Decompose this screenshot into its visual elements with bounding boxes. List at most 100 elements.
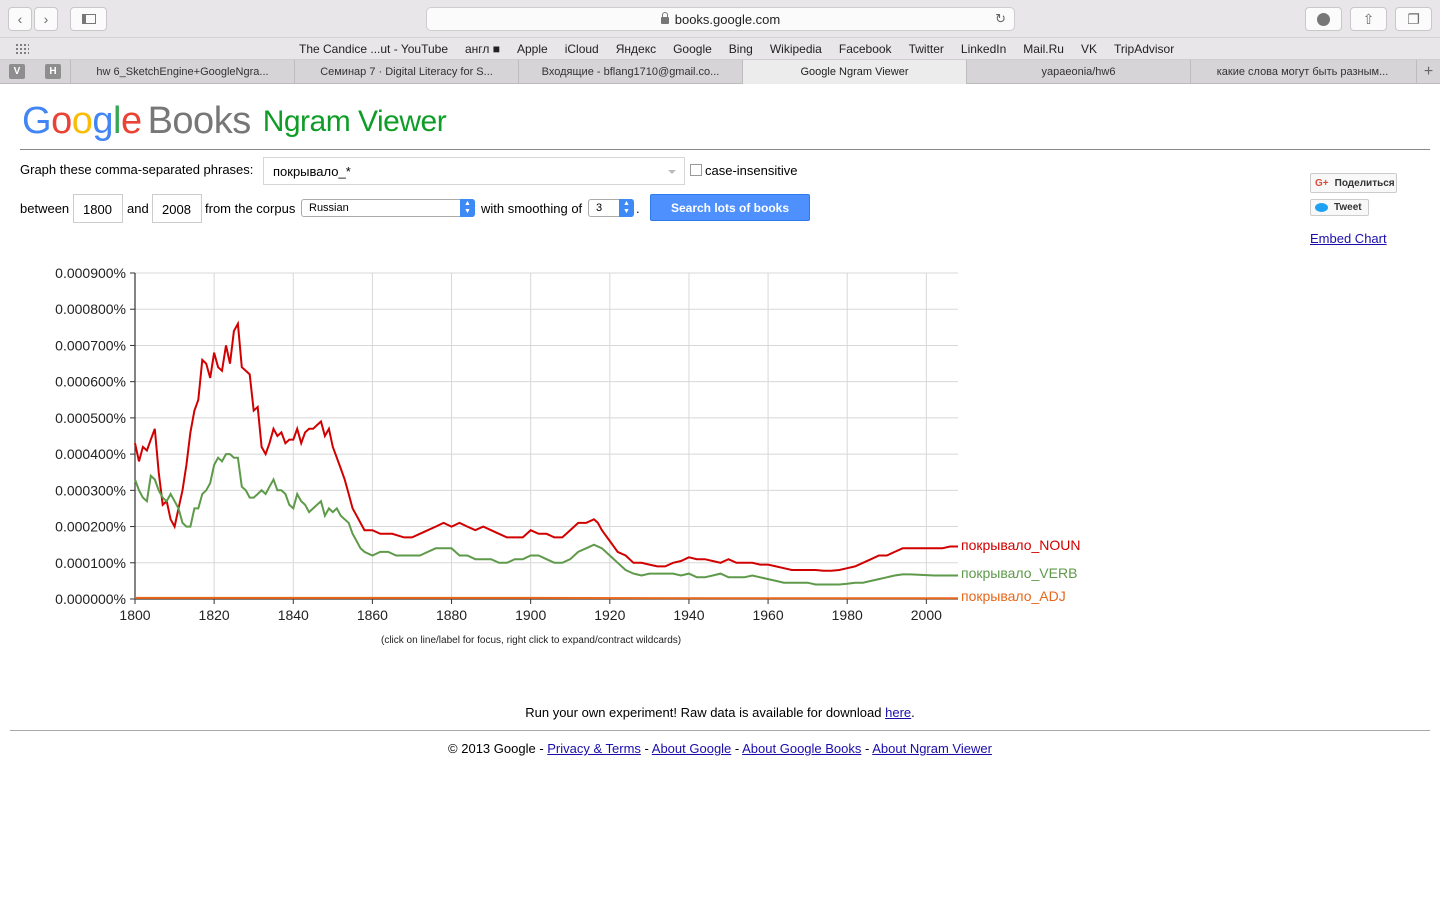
phrases-input[interactable]: покрывало_* [263,157,685,185]
logo-letter: e [120,100,142,142]
google-plus-icon: G+ [1315,177,1329,189]
corpus-label: from the corpus [205,201,296,216]
x-tick-label: 1800 [119,607,150,623]
x-tick-label: 1880 [436,607,467,623]
footer-separator: - [731,741,743,756]
x-tick-label: 1920 [594,607,625,623]
header-divider [20,149,1430,150]
smoothing-label: with smoothing of [481,201,583,216]
logo-letter: o [71,100,93,142]
bookmark-item[interactable]: The Candice ...ut - YouTube [299,42,448,56]
select-arrows-icon: ▲ ▼ [460,199,475,217]
x-tick-label: 2000 [911,607,942,623]
bookmark-item[interactable]: Apple [517,42,548,56]
x-tick-label: 1860 [357,607,388,623]
y-tick-label: 0.000300% [55,482,126,498]
google-plus-share-button[interactable]: G+ Поделиться [1310,173,1397,193]
share-page-button[interactable]: ⇧ [1350,7,1387,31]
bookmark-item[interactable]: Twitter [908,42,944,56]
ngram-chart[interactable]: 0.000000% 0.000100% 0.000200% 0.000300% 0.00… [0,255,1100,633]
bookmark-item[interactable]: Facebook [838,42,892,56]
case-insensitive-checkbox[interactable] [690,164,702,176]
bookmark-item[interactable]: LinkedIn [960,42,1007,56]
period: . [636,201,640,216]
grid-icon[interactable] [15,43,29,54]
phrases-input-value: покрывало_* [273,164,351,179]
series-label[interactable]: покрывало_ADJ [961,588,1066,604]
between-label: between [20,201,70,216]
browser-tab[interactable]: hw 6_SketchEngine+GoogleNgra... [70,60,294,84]
show-tabs-button[interactable]: ❐ [1395,7,1432,31]
y-tick-label: 0.000600% [55,374,126,390]
search-button[interactable]: Search lots of books [650,194,810,221]
browser-tab[interactable]: Google Ngram Viewer [742,60,966,84]
embed-chart-link[interactable]: Embed Chart [1310,231,1387,246]
back-button[interactable]: ‹ [8,7,32,31]
about-google-link[interactable]: About Google [651,741,732,756]
footer: © 2013 Google - Privacy & Terms - About … [0,741,1440,756]
bookmark-item[interactable]: iCloud [564,42,599,56]
case-insensitive-label[interactable]: case-insensitive [705,163,798,178]
bookmark-item[interactable]: Wikipedia [769,42,822,56]
bookmark-item[interactable]: TripAdvisor [1113,42,1175,56]
series-label[interactable]: покрывало_VERB [961,565,1077,581]
series-line-покрывало_NOUN[interactable] [134,320,958,572]
browser-tab[interactable]: какие слова могут быть разным... [1190,60,1414,84]
corpus-select[interactable]: Russian ▲ ▼ [301,199,475,217]
y-tick-label: 0.000900% [55,265,126,281]
bookmark-item[interactable]: Bing [728,42,753,56]
y-tick-label: 0.000100% [55,555,126,571]
address-bar[interactable]: books.google.com ↻ [426,7,1015,31]
bookmark-item[interactable]: Google [673,42,712,56]
series-line-покрывало_VERB[interactable] [134,453,958,586]
y-tick-label: 0.000500% [55,410,126,426]
share-icon: ⇧ [1362,10,1375,27]
x-tick-label: 1840 [278,607,309,623]
footer-divider [10,730,1430,731]
logo-letter: o [51,100,72,142]
logo-books: Books [147,100,252,142]
about-google-books-link[interactable]: About Google Books [742,741,862,756]
bookmark-item[interactable]: Яндекс [615,42,657,56]
reload-icon[interactable]: ↻ [995,11,1006,26]
lock-icon [660,11,669,24]
end-year-input[interactable]: 2008 [152,194,202,223]
footer-separator: - [535,741,548,756]
browser-tab[interactable]: Входящие - bflang1710@gmail.co... [518,60,742,84]
logo-letter: g [92,100,113,142]
corpus-value: Russian [309,202,349,214]
start-year-input[interactable]: 1800 [73,194,123,223]
tabs-overview-icon: ❐ [1407,10,1420,27]
footer-separator: - [861,741,873,756]
tweet-button[interactable]: Tweet [1310,199,1369,216]
bookmark-item[interactable]: VK [1080,42,1097,56]
browser-tab[interactable]: Семинар 7 · Digital Literacy for S... [294,60,518,84]
bookmark-item[interactable]: Mail.Ru [1023,42,1064,56]
copyright: © 2013 Google [448,741,536,756]
y-tick-label: 0.000200% [55,519,126,535]
browser-tab[interactable]: yapaeonia/hw6 [966,60,1190,84]
bookmark-list: The Candice ...ut - YouTube англ ■ Apple iC… [299,42,1191,56]
browser-toolbar: ‹ › books.google.com ↻ ⇧ ❐ [0,0,1440,38]
logo-letter: l [112,100,121,142]
raw-data-link[interactable]: here [885,705,912,720]
smoothing-select[interactable]: 3 ▲ ▼ [588,199,634,217]
x-tick-label: 1960 [752,607,783,623]
chevron-down-icon[interactable] [668,170,676,174]
y-tick-label: 0.000400% [55,446,126,462]
about-ngram-viewer-link[interactable]: About Ngram Viewer [872,741,992,756]
series-label[interactable]: покрывало_NOUN [961,537,1081,553]
downloads-button[interactable] [1305,7,1342,31]
and-label: and [127,201,149,216]
bookmark-item[interactable]: англ ■ [465,42,500,56]
raw-data-end: . [911,705,915,720]
pinned-tab[interactable]: H [45,64,61,79]
start-year-value: 1800 [83,202,112,217]
new-tab-button[interactable]: + [1416,60,1440,84]
forward-button[interactable]: › [34,7,58,31]
sidebar-button[interactable] [70,7,107,31]
pinned-tab[interactable]: V [9,64,25,79]
privacy-terms-link[interactable]: Privacy & Terms [547,741,641,756]
select-arrows-icon: ▲ ▼ [619,199,634,217]
ngram-logo[interactable]: Google Books Ngram Viewer [22,100,447,143]
